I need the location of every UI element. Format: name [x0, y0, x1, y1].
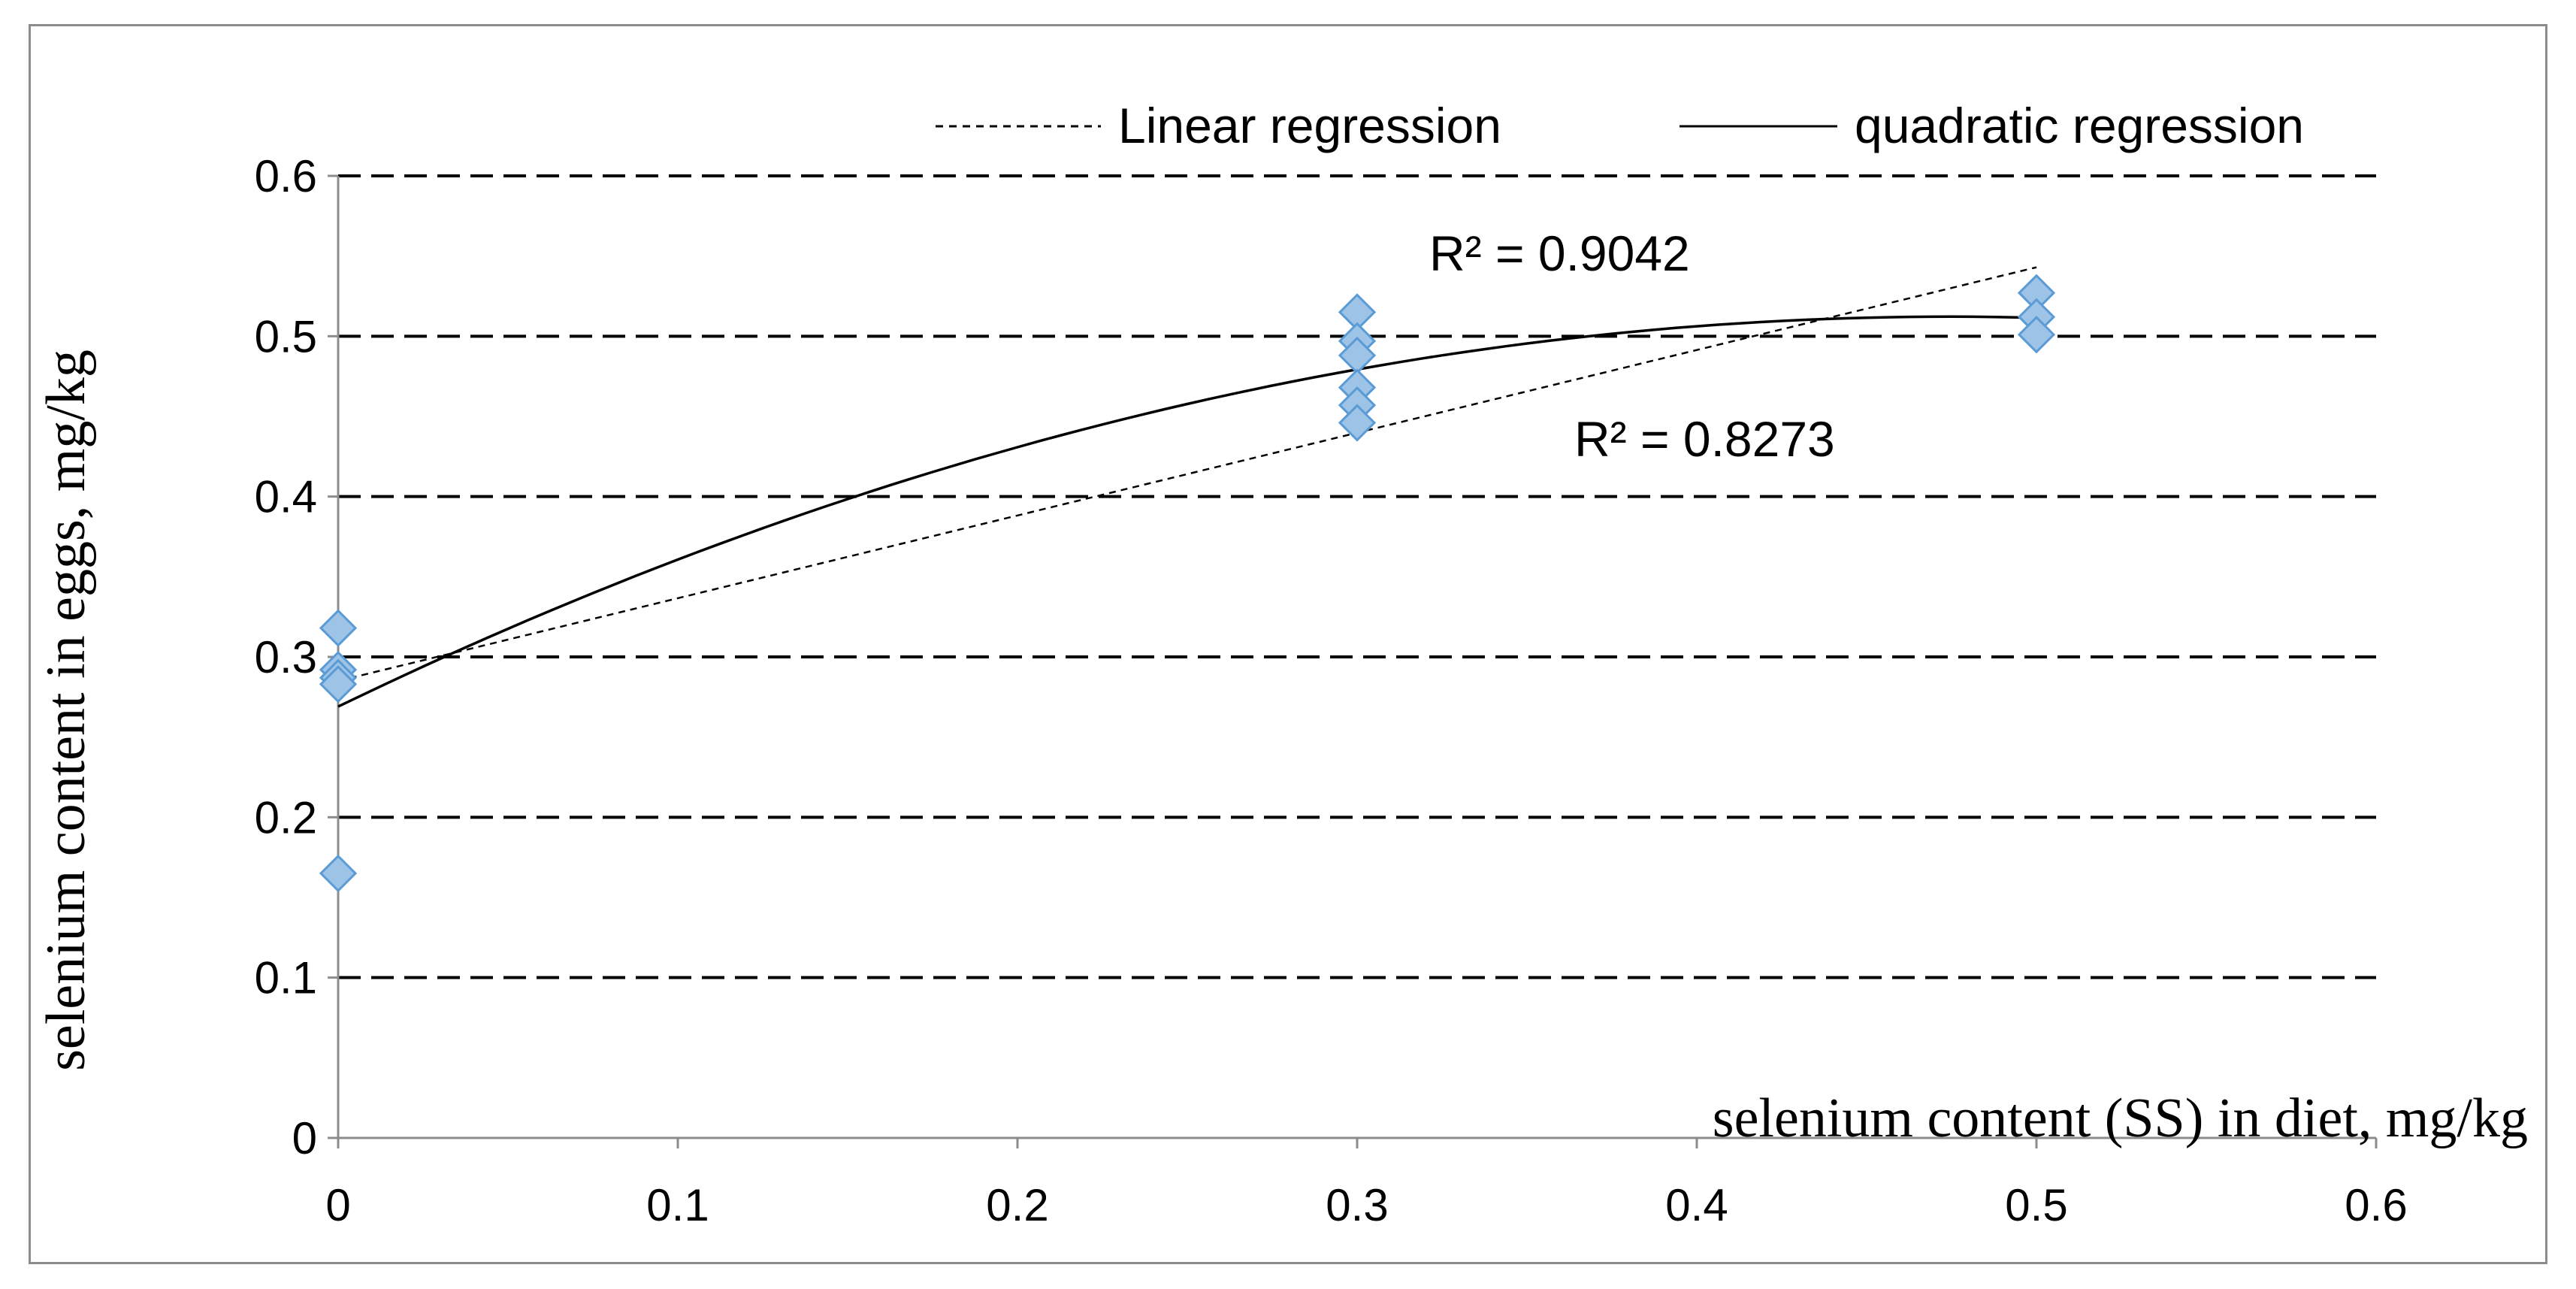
- legend: Linear regression quadratic regression: [936, 98, 2304, 153]
- r-squared-quadratic: R² = 0.9042: [1429, 225, 1690, 281]
- data-points: [319, 274, 2056, 893]
- y-tick-label-5: 0.5: [255, 311, 317, 362]
- r-squared-linear: R² = 0.8273: [1574, 411, 1835, 467]
- x-tick-label-1: 0.1: [646, 1180, 709, 1230]
- linear-regression-line: [337, 266, 2037, 682]
- y-tick-label-0: 0: [292, 1113, 317, 1163]
- data-point-13: [2017, 316, 2056, 354]
- y-tick-label-2: 0.2: [255, 792, 317, 843]
- data-point-3: [319, 665, 358, 704]
- y-axis-title: selenium content in eggs, mg/kg: [35, 349, 97, 1071]
- quadratic-regression-curve: [337, 315, 2037, 708]
- y-tick-label-6: 0.6: [255, 151, 317, 201]
- trendlines: [337, 266, 2037, 708]
- x-tick-label-0: 0: [325, 1180, 350, 1230]
- gridlines: [338, 174, 2376, 979]
- y-tick-label-4: 0.4: [255, 472, 317, 522]
- x-tick-label-3: 0.3: [1326, 1180, 1388, 1230]
- x-tick-label-6: 0.6: [2345, 1180, 2407, 1230]
- x-tick-label-2: 0.2: [986, 1180, 1048, 1230]
- y-tick-label-3: 0.3: [255, 632, 317, 682]
- data-point-10: [1338, 404, 1377, 442]
- x-axis-title: selenium content (SS) in diet, mg/kg: [1713, 1088, 2528, 1149]
- x-tick-label-5: 0.5: [2005, 1180, 2067, 1230]
- y-tick-label-1: 0.1: [255, 953, 317, 1003]
- chart-frame: [29, 24, 2547, 1264]
- data-point-4: [319, 854, 358, 893]
- tick-labels: 0 0.1 0.2 0.3 0.4 0.5 0.6 0 0.1 0.2 0.3 0.4 0.5 0.6: [255, 151, 2408, 1230]
- legend-linear-label: Linear regression: [1118, 98, 1501, 153]
- data-point-0: [319, 609, 358, 647]
- x-tick-label-4: 0.4: [1665, 1180, 1728, 1230]
- legend-quadratic-label: quadratic regression: [1855, 98, 2304, 153]
